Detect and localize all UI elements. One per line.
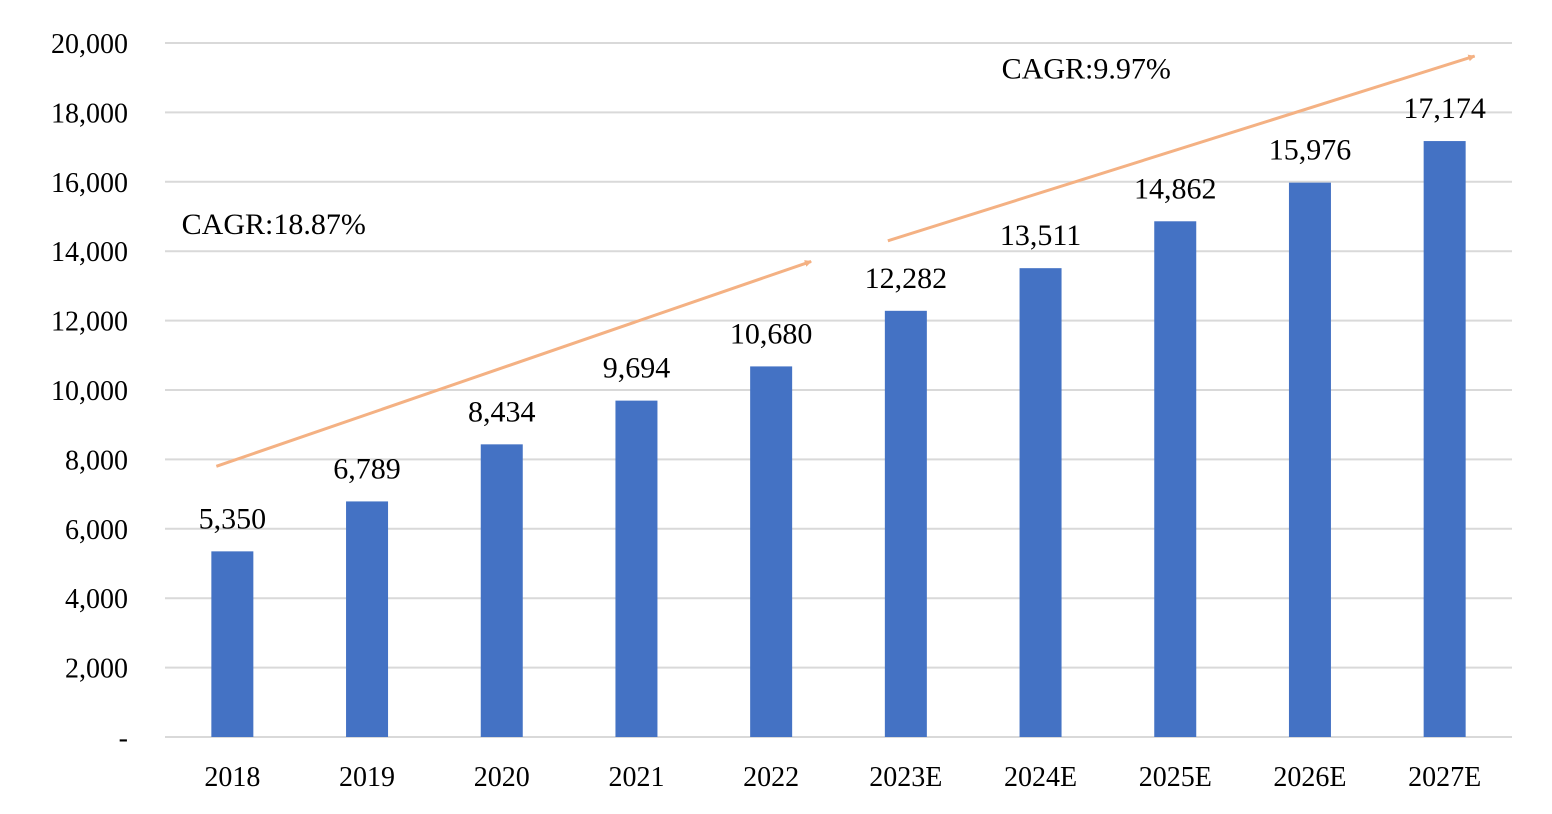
x-tick-label: 2027E: [1408, 762, 1481, 793]
cagr-label: CAGR:18.87%: [182, 208, 366, 241]
y-tick-label: 4,000: [65, 584, 128, 615]
data-labels: 5,350 6,789 8,434 9,694 10,680 12,282 13,511 14…: [199, 92, 1486, 535]
x-tick-label: 2024E: [1004, 762, 1077, 793]
x-axis-tick-labels: 2018 2019 2020 2021 2022 2023E 2024E 2025E 2026E…: [204, 762, 1481, 793]
cagr-arrow: [887, 54, 1476, 243]
x-tick-label: 2021: [608, 762, 664, 793]
bar-2022: [750, 366, 793, 737]
y-tick-label: 18,000: [51, 98, 128, 129]
y-tick-label: -: [119, 723, 128, 754]
cagr-arrow: [215, 259, 812, 468]
y-tick-label: 16,000: [51, 168, 128, 199]
x-tick-label: 2018: [204, 762, 260, 793]
y-tick-label: 14,000: [51, 237, 128, 268]
bars: [211, 141, 1466, 738]
x-tick-label: 2020: [474, 762, 530, 793]
bar-2024E: [1019, 268, 1062, 737]
y-tick-label: 12,000: [51, 307, 128, 338]
data-label: 8,434: [468, 395, 536, 428]
bar-2027E: [1423, 141, 1466, 737]
bar-2023E: [884, 310, 927, 737]
y-axis-tick-labels: - 2,000 4,000 6,000 8,000 10,000 12,000 14,000 1…: [51, 29, 128, 754]
cagr-label: CAGR:9.97%: [1002, 52, 1171, 85]
y-tick-label: 6,000: [65, 515, 128, 546]
bar-2025E: [1154, 221, 1197, 738]
data-label: 14,862: [1134, 172, 1217, 205]
y-tick-label: 20,000: [51, 29, 128, 60]
y-tick-label: 2,000: [65, 654, 128, 685]
data-label: 12,282: [865, 262, 948, 295]
y-tick-label: 10,000: [51, 376, 128, 407]
data-label: 6,789: [333, 452, 401, 485]
y-tick-label: 8,000: [65, 445, 128, 476]
bar-2019: [346, 501, 389, 737]
x-tick-label: 2025E: [1139, 762, 1212, 793]
x-tick-label: 2019: [339, 762, 395, 793]
bar-2021: [615, 400, 658, 737]
data-label: 10,680: [730, 317, 813, 350]
data-label: 15,976: [1269, 134, 1352, 167]
gridlines: [165, 42, 1512, 738]
data-label: 9,694: [603, 352, 671, 385]
cagr-annotations: CAGR:18.87% CAGR:9.97%: [182, 52, 1476, 468]
bar-2020: [480, 444, 523, 737]
x-tick-label: 2023E: [869, 762, 942, 793]
x-tick-label: 2026E: [1273, 762, 1346, 793]
data-label: 13,511: [1000, 219, 1081, 252]
data-label: 17,174: [1403, 92, 1486, 125]
x-tick-label: 2022: [743, 762, 799, 793]
bar-2026E: [1288, 182, 1331, 737]
bar-2018: [211, 551, 254, 737]
data-label: 5,350: [199, 502, 267, 535]
